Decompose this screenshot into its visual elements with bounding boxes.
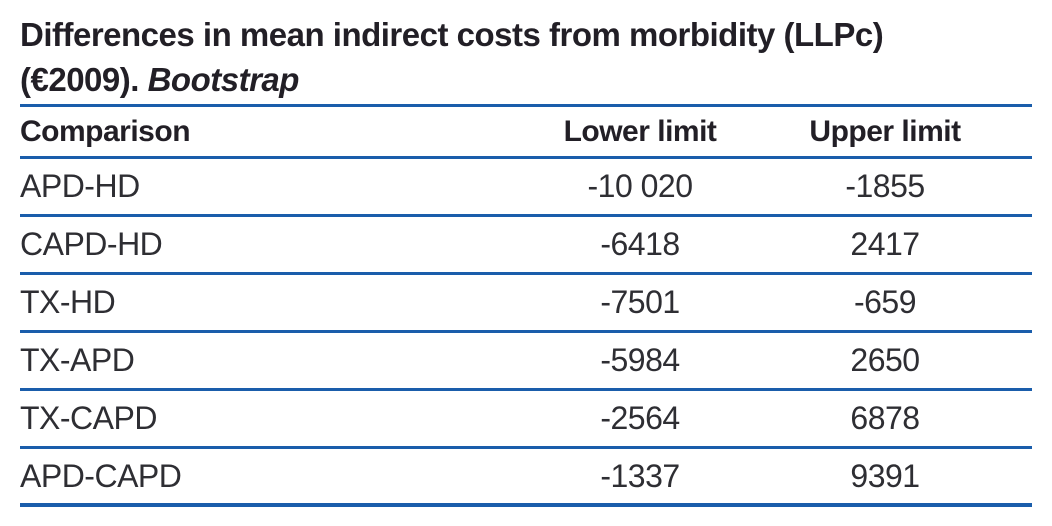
table-title-line2: (€2009). Bootstrap: [20, 57, 1032, 102]
column-header-lower-limit: Lower limit: [563, 114, 717, 148]
table-title-emphasis: Bootstrap: [147, 61, 300, 98]
upper-limit-cell: 2650: [850, 342, 920, 378]
comparison-cell: CAPD-HD: [20, 226, 163, 262]
table-row: APD-CAPD -1337 9391: [20, 449, 1032, 507]
comparison-cell: APD-HD: [20, 168, 140, 204]
table-row: TX-HD -7501 -659: [20, 275, 1032, 333]
comparison-cell: TX-CAPD: [20, 400, 157, 436]
lower-limit-cell: -5984: [600, 342, 680, 378]
table-title-line2-prefix: (€2009).: [20, 61, 148, 98]
upper-limit-cell: -659: [853, 284, 917, 320]
table-header-row: Comparison Lower limit Upper limit: [20, 107, 1032, 159]
upper-limit-cell: 9391: [850, 457, 920, 494]
comparison-cell: TX-HD: [20, 284, 116, 320]
column-header-upper-limit: Upper limit: [809, 114, 961, 148]
upper-limit-cell: 6878: [850, 400, 920, 436]
lower-limit-cell: -2564: [600, 400, 680, 436]
table-title-line1: Differences in mean indirect costs from …: [20, 16, 884, 53]
table-row: TX-APD -5984 2650: [20, 333, 1032, 391]
comparison-cell: TX-APD: [20, 342, 135, 378]
comparison-cell: APD-CAPD: [20, 457, 182, 494]
lower-limit-cell: -6418: [600, 226, 680, 262]
upper-limit-cell: 2417: [850, 226, 920, 262]
table-row: CAPD-HD -6418 2417: [20, 217, 1032, 275]
table-row: APD-HD -10 020 -1855: [20, 159, 1032, 217]
lower-limit-cell: -7501: [600, 284, 680, 320]
lower-limit-cell: -10 020: [587, 168, 693, 204]
table-row: TX-CAPD -2564 6878: [20, 391, 1032, 449]
lower-limit-cell: -1337: [600, 457, 680, 494]
upper-limit-cell: -1855: [845, 168, 925, 204]
table-title: Differences in mean indirect costs from …: [20, 0, 1032, 107]
column-header-comparison: Comparison: [20, 114, 191, 148]
